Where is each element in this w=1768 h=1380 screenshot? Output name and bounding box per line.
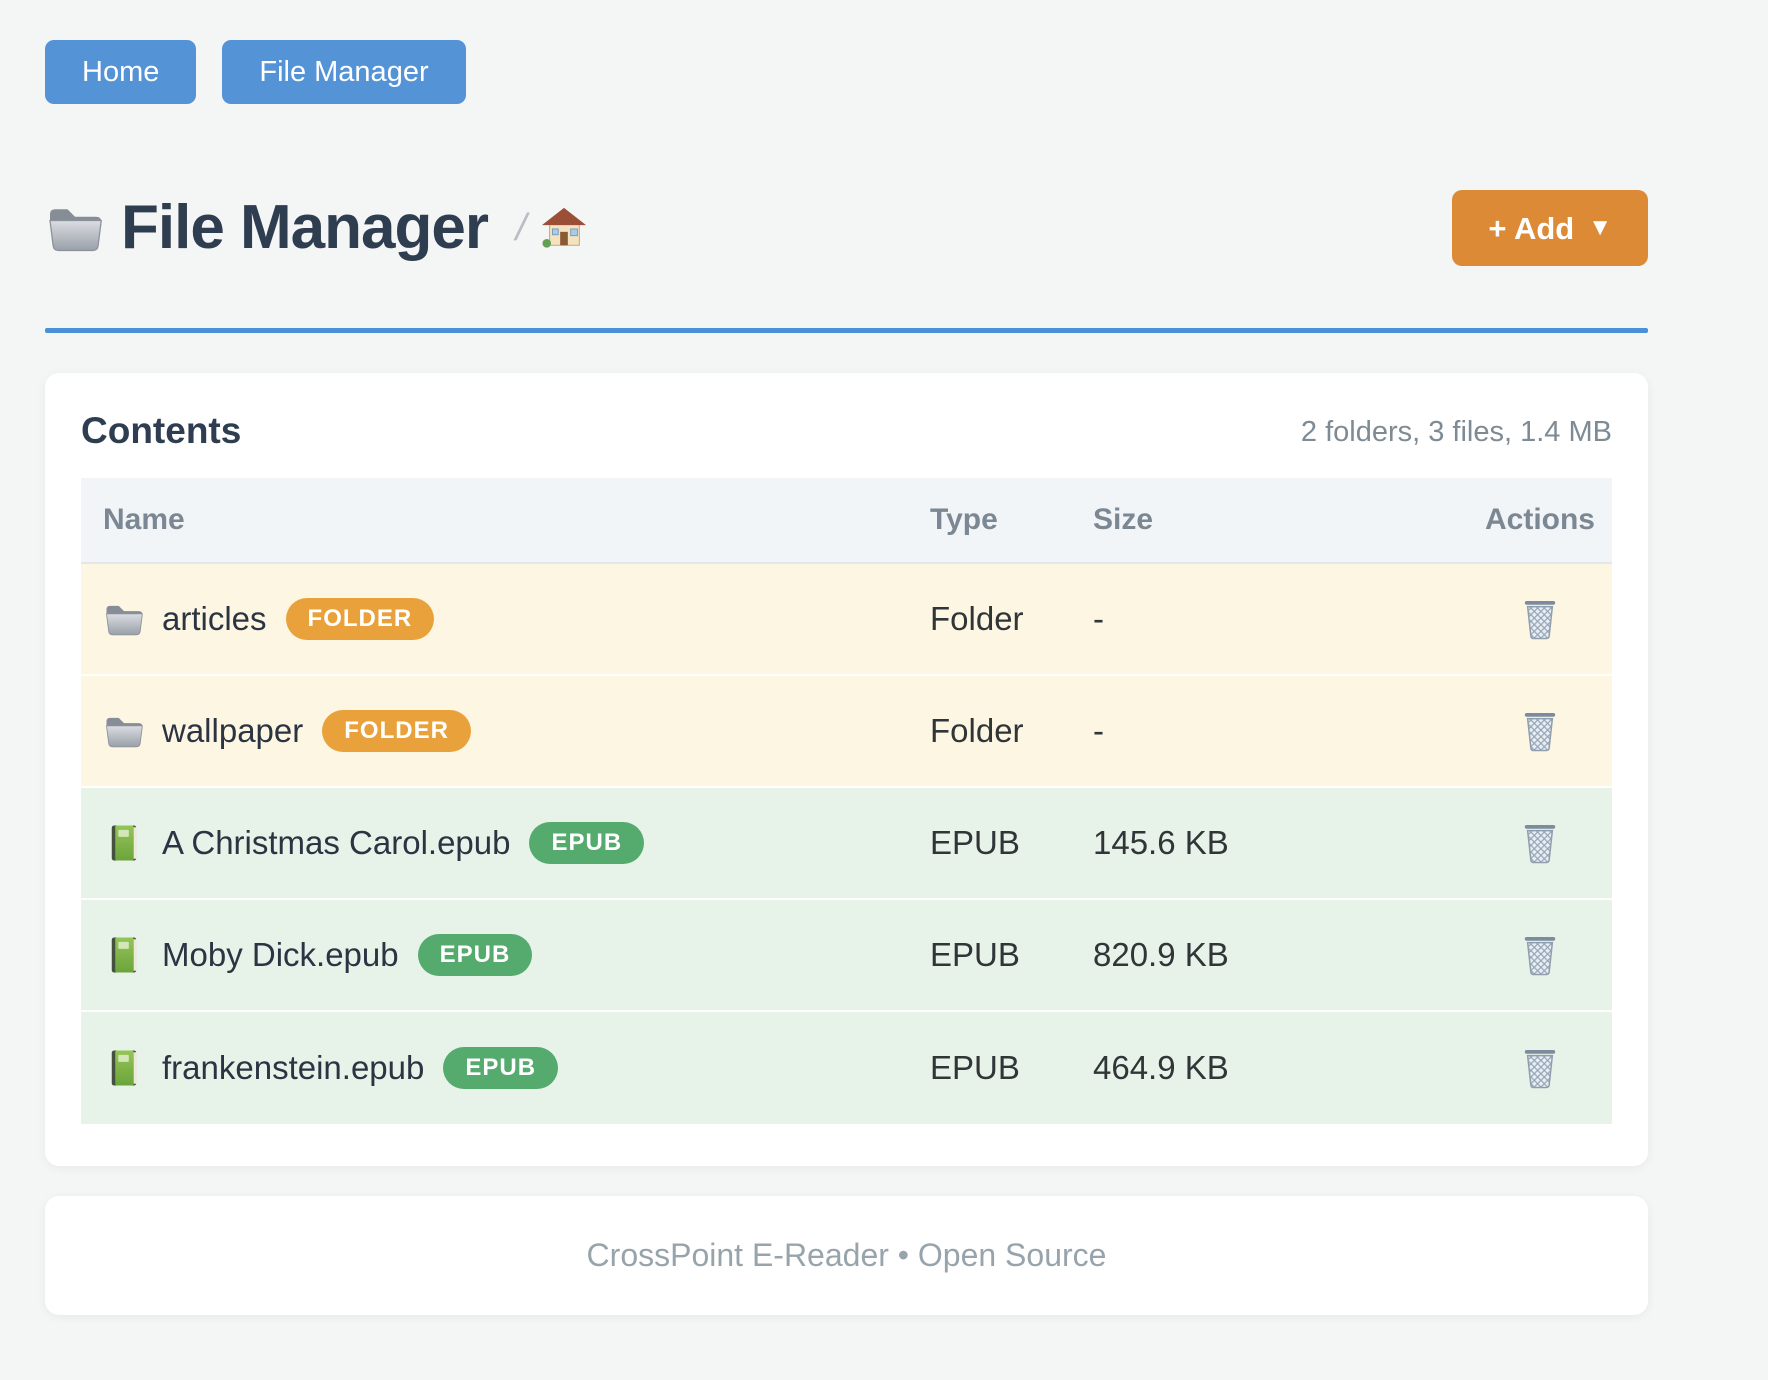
file-name[interactable]: frankenstein.epub — [162, 1048, 425, 1086]
type-badge: EPUB — [417, 933, 533, 976]
delete-button[interactable] — [1517, 706, 1563, 756]
file-name[interactable]: wallpaper — [162, 711, 304, 749]
table-row: articles FOLDER Folder - — [81, 563, 1612, 676]
size-cell: 820.9 KB — [1093, 935, 1229, 973]
page-header: File Manager / + Add ▼ — [45, 188, 1648, 268]
actions-cell — [1468, 1043, 1612, 1093]
trash-icon — [1521, 934, 1559, 976]
table-header-row: Name Type Size Actions — [81, 477, 1612, 564]
column-header-actions: Actions — [1484, 502, 1595, 536]
name-cell: A Christmas Carol.epub EPUB — [81, 821, 930, 864]
book-icon — [103, 934, 145, 976]
trash-icon — [1521, 822, 1559, 864]
type-badge: FOLDER — [322, 709, 471, 752]
type-cell: EPUB — [930, 1048, 1020, 1086]
table-row: frankenstein.epub EPUB EPUB 464.9 KB — [81, 1011, 1612, 1124]
trash-icon — [1521, 598, 1559, 640]
add-button[interactable]: + Add ▼ — [1452, 190, 1648, 266]
table-body: articles FOLDER Folder - wallpaper FOLDE… — [81, 563, 1612, 1124]
name-cell: wallpaper FOLDER — [81, 709, 930, 752]
folder-icon — [103, 710, 145, 752]
files-table: Name Type Size Actions articles FOLDER F… — [81, 477, 1612, 1124]
size-cell: - — [1093, 599, 1104, 637]
type-badge: EPUB — [529, 821, 645, 864]
folder-icon — [45, 198, 105, 258]
table-row: A Christmas Carol.epub EPUB EPUB 145.6 K… — [81, 787, 1612, 900]
add-button-label: + Add — [1488, 210, 1575, 246]
footer-text: CrossPoint E-Reader • Open Source — [586, 1236, 1107, 1273]
file-manager-page: Home File Manager File Manager / + Add ▼… — [45, 40, 1648, 1315]
column-header-size: Size — [1093, 502, 1154, 536]
folder-icon — [103, 598, 145, 640]
table-row: Moby Dick.epub EPUB EPUB 820.9 KB — [81, 899, 1612, 1012]
type-cell: EPUB — [930, 823, 1020, 861]
footer: CrossPoint E-Reader • Open Source — [45, 1195, 1648, 1315]
page-title: File Manager — [121, 193, 489, 262]
home-breadcrumb-icon[interactable] — [541, 205, 587, 251]
contents-heading: Contents — [81, 410, 242, 451]
size-cell: - — [1093, 711, 1104, 749]
actions-cell — [1468, 930, 1612, 980]
name-cell: Moby Dick.epub EPUB — [81, 933, 930, 976]
file-manager-button[interactable]: File Manager — [222, 40, 466, 104]
contents-summary: 2 folders, 3 files, 1.4 MB — [1300, 415, 1612, 448]
trash-icon — [1521, 1047, 1559, 1089]
type-cell: Folder — [930, 599, 1024, 637]
contents-card: Contents 2 folders, 3 files, 1.4 MB Name… — [45, 373, 1648, 1166]
type-badge: EPUB — [443, 1046, 559, 1089]
actions-cell — [1468, 818, 1612, 868]
delete-button[interactable] — [1517, 594, 1563, 644]
trash-icon — [1521, 710, 1559, 752]
column-header-name: Name — [103, 502, 185, 536]
type-cell: EPUB — [930, 935, 1020, 973]
name-cell: frankenstein.epub EPUB — [81, 1046, 930, 1089]
caret-down-icon: ▼ — [1588, 214, 1612, 241]
file-name[interactable]: A Christmas Carol.epub — [162, 823, 511, 861]
contents-card-header: Contents 2 folders, 3 files, 1.4 MB — [81, 410, 1612, 452]
name-cell: articles FOLDER — [81, 597, 930, 640]
type-badge: FOLDER — [285, 597, 435, 640]
book-icon — [103, 822, 145, 864]
header-divider — [45, 328, 1648, 333]
delete-button[interactable] — [1517, 818, 1563, 868]
size-cell: 464.9 KB — [1093, 1048, 1229, 1086]
title-group: File Manager / — [45, 197, 587, 259]
breadcrumb-separator: / — [511, 206, 532, 249]
book-icon — [103, 1047, 145, 1089]
size-cell: 145.6 KB — [1093, 823, 1229, 861]
file-name[interactable]: articles — [162, 599, 267, 637]
delete-button[interactable] — [1517, 1043, 1563, 1093]
delete-button[interactable] — [1517, 930, 1563, 980]
table-row: wallpaper FOLDER Folder - — [81, 675, 1612, 788]
column-header-type: Type — [930, 502, 998, 536]
actions-cell — [1468, 594, 1612, 644]
type-cell: Folder — [930, 711, 1024, 749]
file-name[interactable]: Moby Dick.epub — [162, 935, 399, 973]
home-button[interactable]: Home — [45, 40, 197, 104]
breadcrumb: / — [512, 205, 587, 251]
actions-cell — [1468, 706, 1612, 756]
top-nav: Home File Manager — [45, 40, 1648, 104]
